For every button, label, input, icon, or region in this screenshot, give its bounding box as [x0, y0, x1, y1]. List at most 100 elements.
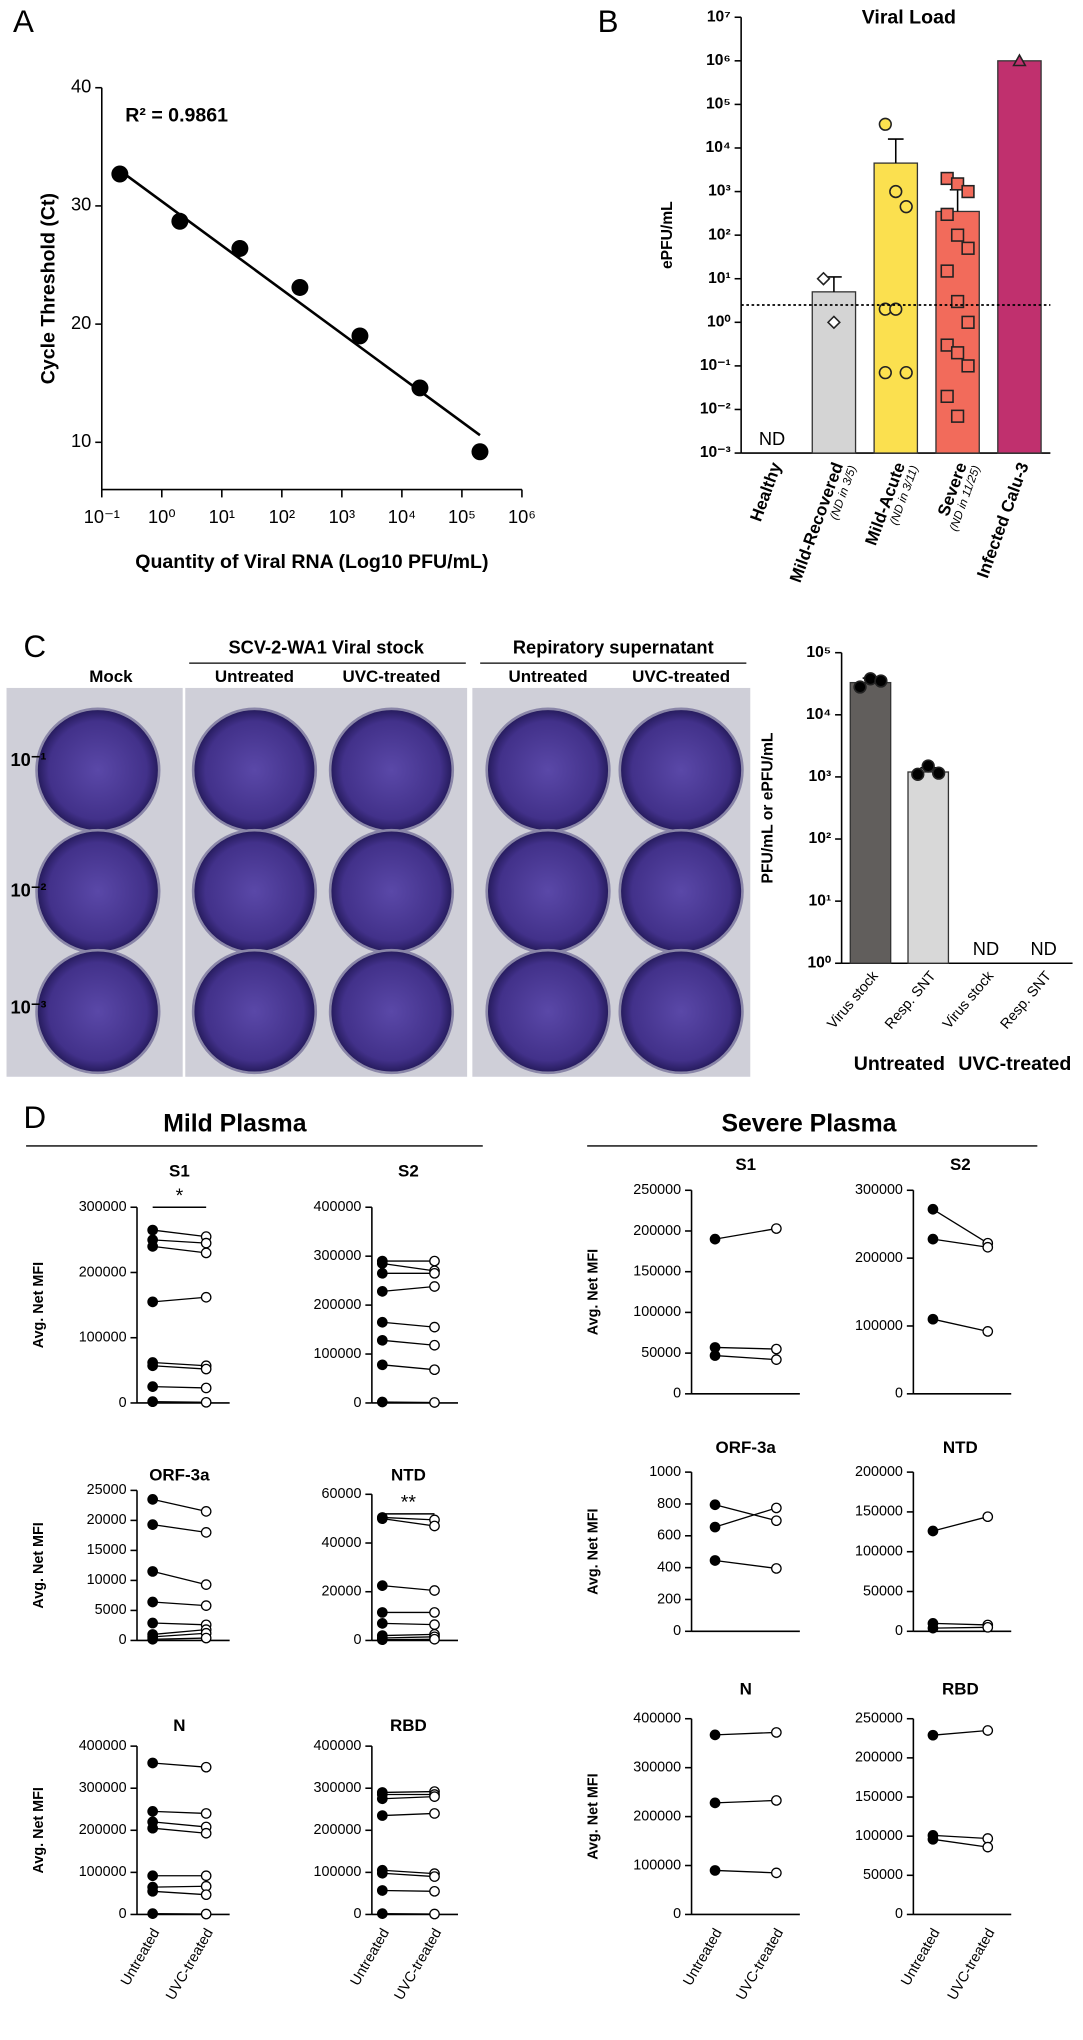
data-point — [376, 1513, 388, 1525]
bar — [997, 60, 1042, 454]
data-point — [376, 1316, 388, 1328]
data-point — [940, 389, 954, 404]
panel-letter: A — [13, 4, 34, 39]
data-point — [927, 1622, 939, 1634]
y-tick-label: 10² — [708, 226, 731, 243]
y-tick-label: 400000 — [314, 1738, 362, 1754]
y-tick-label: 15000 — [87, 1542, 127, 1558]
data-point — [921, 759, 935, 773]
photo-column: Untreated — [508, 667, 587, 686]
pair-line — [152, 1762, 207, 1768]
y-tick-label: 400000 — [314, 1199, 362, 1215]
y-tick-label: 250000 — [855, 1711, 903, 1727]
data-point — [429, 1267, 440, 1279]
y-tick-label: 200000 — [79, 1822, 127, 1838]
y-tick-label: 0 — [353, 1906, 361, 1922]
y-tick-label: 200000 — [79, 1264, 127, 1280]
plate-well — [485, 707, 611, 833]
x-tick-label: 10⁴ — [388, 506, 416, 527]
y-tick-label: 0 — [673, 1906, 681, 1922]
pair-line — [152, 1601, 207, 1607]
pair-line — [715, 1869, 777, 1874]
pair-line — [152, 1296, 207, 1303]
y-tick-label: 800 — [657, 1496, 681, 1512]
data-point — [376, 1580, 388, 1591]
chart-title: ORF-3a — [149, 1466, 210, 1485]
y-tick-label: 200000 — [855, 1750, 903, 1766]
data-point — [200, 1237, 212, 1249]
data-point — [771, 1502, 782, 1514]
plate-well — [35, 707, 161, 833]
pair-line — [382, 1622, 435, 1626]
y-tick-label: 300000 — [79, 1780, 127, 1796]
data-point — [200, 1506, 212, 1517]
data-point — [982, 1725, 994, 1736]
y-tick-label: 0 — [895, 1623, 903, 1639]
data-point — [471, 443, 489, 461]
y-tick-label: 20000 — [322, 1584, 362, 1600]
y-tick-label: 10⁻² — [700, 401, 731, 418]
data-point — [376, 1286, 388, 1297]
data-point — [411, 379, 429, 397]
data-point — [147, 1757, 159, 1769]
pair-line — [932, 1208, 989, 1244]
x-tick-label: Untreated — [898, 1926, 943, 1989]
significance-label: * — [176, 1185, 184, 1207]
y-tick-label: 1000 — [649, 1464, 681, 1480]
data-point — [200, 1827, 212, 1839]
plate-well — [618, 707, 744, 833]
x-tick-label: Mild-Recovered — [786, 460, 847, 585]
x-tick-label: 10⁰ — [148, 506, 176, 527]
data-point — [171, 212, 189, 230]
data-point — [376, 1793, 388, 1805]
data-point — [961, 359, 975, 373]
data-point — [709, 1521, 721, 1533]
plate-well — [191, 828, 318, 955]
y-tick-label: 400000 — [633, 1711, 681, 1727]
data-point — [982, 1241, 994, 1253]
data-point — [147, 1617, 159, 1629]
data-point — [376, 1867, 388, 1879]
y-tick-label: 10¹ — [708, 270, 731, 287]
data-point — [376, 1334, 388, 1346]
y-tick-label: 50000 — [863, 1867, 903, 1883]
y-tick-label: 100000 — [633, 1304, 681, 1320]
y-axis-title: ePFU/mL — [659, 201, 676, 269]
y-tick-label: 10³ — [708, 183, 731, 200]
y-tick-label: 100000 — [314, 1864, 362, 1880]
chart-title: S2 — [398, 1161, 419, 1180]
data-point — [874, 674, 888, 688]
y-tick-label: 250000 — [633, 1182, 681, 1198]
data-point — [927, 1525, 939, 1537]
data-point — [709, 1865, 721, 1876]
y-tick-label: 10⁻¹ — [700, 357, 731, 374]
pair-line — [152, 1885, 207, 1888]
plate-well — [328, 828, 455, 955]
data-point — [429, 1397, 440, 1408]
data-point — [982, 1841, 994, 1853]
y-tick-label: 40 — [71, 76, 91, 97]
data-point — [771, 1515, 782, 1527]
x-tick-label: 10³ — [329, 506, 355, 527]
x-tick-label: Virus stock — [824, 968, 882, 1032]
data-point — [429, 1585, 440, 1596]
data-point — [771, 1354, 782, 1365]
y-tick-label: 400000 — [79, 1738, 127, 1754]
data-point — [147, 1360, 159, 1372]
y-tick-label: 25000 — [87, 1482, 127, 1498]
pair-line — [152, 1365, 207, 1370]
pair-line — [932, 1626, 988, 1629]
photo-row: 10⁻² — [10, 879, 46, 900]
data-point — [899, 200, 913, 214]
x-tick-label: Infected Calu-3 — [973, 460, 1032, 581]
data-point — [376, 1618, 388, 1629]
pair-line — [382, 1812, 435, 1817]
y-axis-title: Avg. Net MFI — [31, 1262, 47, 1348]
data-point — [889, 302, 903, 316]
y-tick-label: 10 — [71, 430, 91, 451]
data-point — [940, 338, 954, 352]
pair-line — [152, 1386, 207, 1389]
data-point — [889, 184, 903, 199]
pair-line — [382, 1889, 435, 1892]
data-point — [771, 1867, 782, 1879]
